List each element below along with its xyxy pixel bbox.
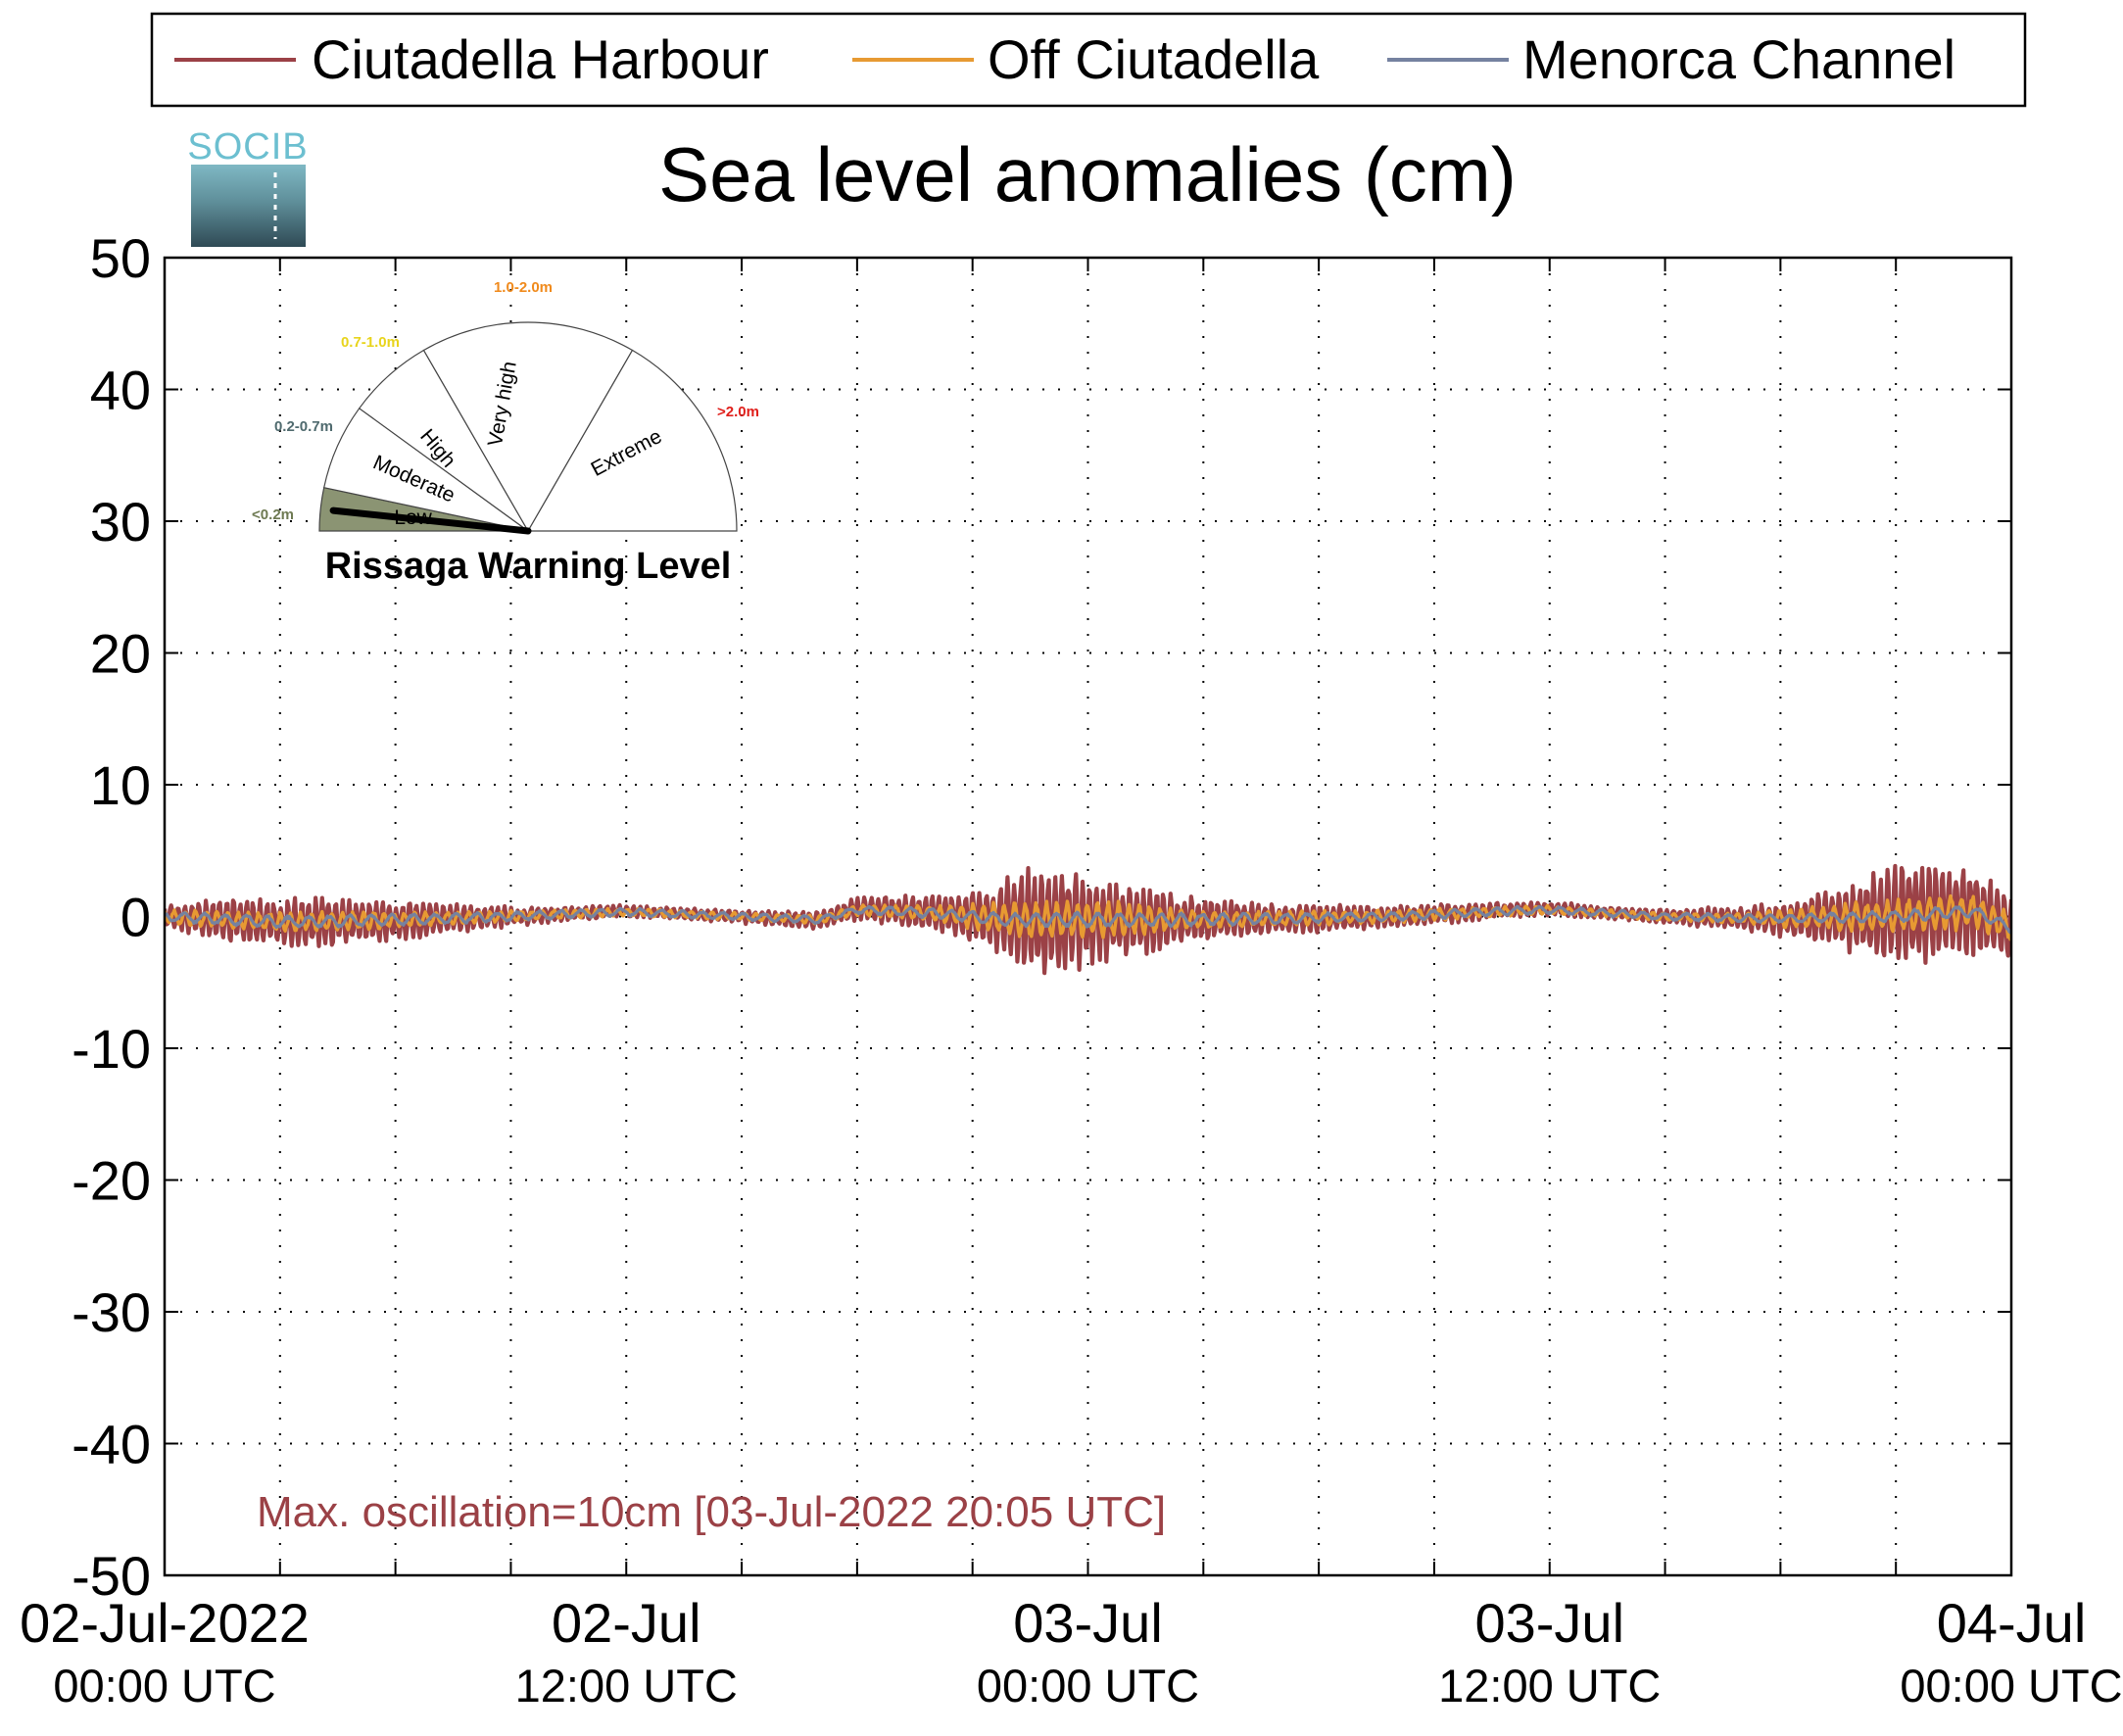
gauge-range-moderate: 0.2-0.7m	[274, 418, 333, 435]
x-tick-labels: 02-Jul-2022 00:00 UTC 02-Jul 12:00 UTC 03-Ju…	[20, 1592, 2123, 1712]
x-tick-label-time: 12:00 UTC	[1438, 1660, 1661, 1712]
chart-title: Sea level anomalies (cm)	[658, 131, 1517, 217]
gauge-needle	[329, 506, 532, 535]
gauge-range-low: <0.2m	[252, 506, 294, 523]
y-tick-label: 10	[90, 754, 151, 816]
max-oscillation-annotation: Max. oscillation=10cm [03-Jul-2022 20:05…	[257, 1488, 1166, 1536]
legend-label-ciutadella-harbour: Ciutadella Harbour	[312, 28, 769, 90]
plot-frame	[163, 256, 2013, 1577]
legend: Ciutadella Harbour Off Ciutadella Menorc…	[150, 12, 2027, 108]
y-tick-label: -40	[72, 1414, 151, 1475]
x-tick-label-time: 12:00 UTC	[515, 1660, 738, 1712]
series-layer	[165, 863, 2011, 976]
socib-logo: SOCIB	[187, 126, 308, 247]
x-tick-label-date: 03-Jul	[1474, 1592, 1624, 1654]
gauge-range-high: 0.7-1.0m	[341, 334, 400, 351]
series-menorca-channel	[165, 904, 2011, 935]
x-tick-label-date: 02-Jul	[552, 1592, 701, 1654]
y-tick-label: 30	[90, 491, 151, 553]
legend-frame	[150, 12, 2027, 108]
y-tick-label: 40	[90, 360, 151, 421]
x-tick-label-time: 00:00 UTC	[977, 1660, 1199, 1712]
socib-logo-text: SOCIB	[187, 126, 308, 168]
gauge-segment-extreme	[526, 349, 738, 532]
y-tick-label: -10	[72, 1018, 151, 1080]
x-tick-label-time: 00:00 UTC	[1900, 1660, 2122, 1712]
y-tick-label: 50	[90, 227, 151, 289]
gauge-range-extreme: >2.0m	[717, 404, 759, 420]
y-tick-label: -20	[72, 1150, 151, 1212]
y-tick-label: -50	[72, 1545, 151, 1607]
x-tick-label-date: 04-Jul	[1937, 1592, 2087, 1654]
socib-logo-graphic	[191, 165, 306, 247]
legend-label-off-ciutadella: Off Ciutadella	[988, 28, 1320, 90]
gauge-title: Rissaga Warning Level	[325, 546, 732, 587]
y-tick-label: -30	[72, 1281, 151, 1343]
rissaga-gauge: LowModerateHighVery highExtreme<0.2m0.2-…	[252, 279, 759, 535]
gauge-range-very-high: 1.0-2.0m	[494, 279, 553, 296]
y-tick-labels: -50 -40 -30 -20 -10 0 10 20 30 40 50	[72, 227, 151, 1607]
legend-label-menorca-channel: Menorca Channel	[1522, 28, 1955, 90]
x-tick-marks	[165, 257, 2011, 1576]
y-tick-label: 20	[90, 623, 151, 685]
gauge-segment-very-high	[422, 321, 634, 533]
x-tick-label-date: 03-Jul	[1013, 1592, 1163, 1654]
x-tick-label-date: 02-Jul-2022	[20, 1592, 310, 1654]
x-tick-label-time: 00:00 UTC	[53, 1660, 275, 1712]
y-tick-label: 0	[121, 887, 151, 948]
